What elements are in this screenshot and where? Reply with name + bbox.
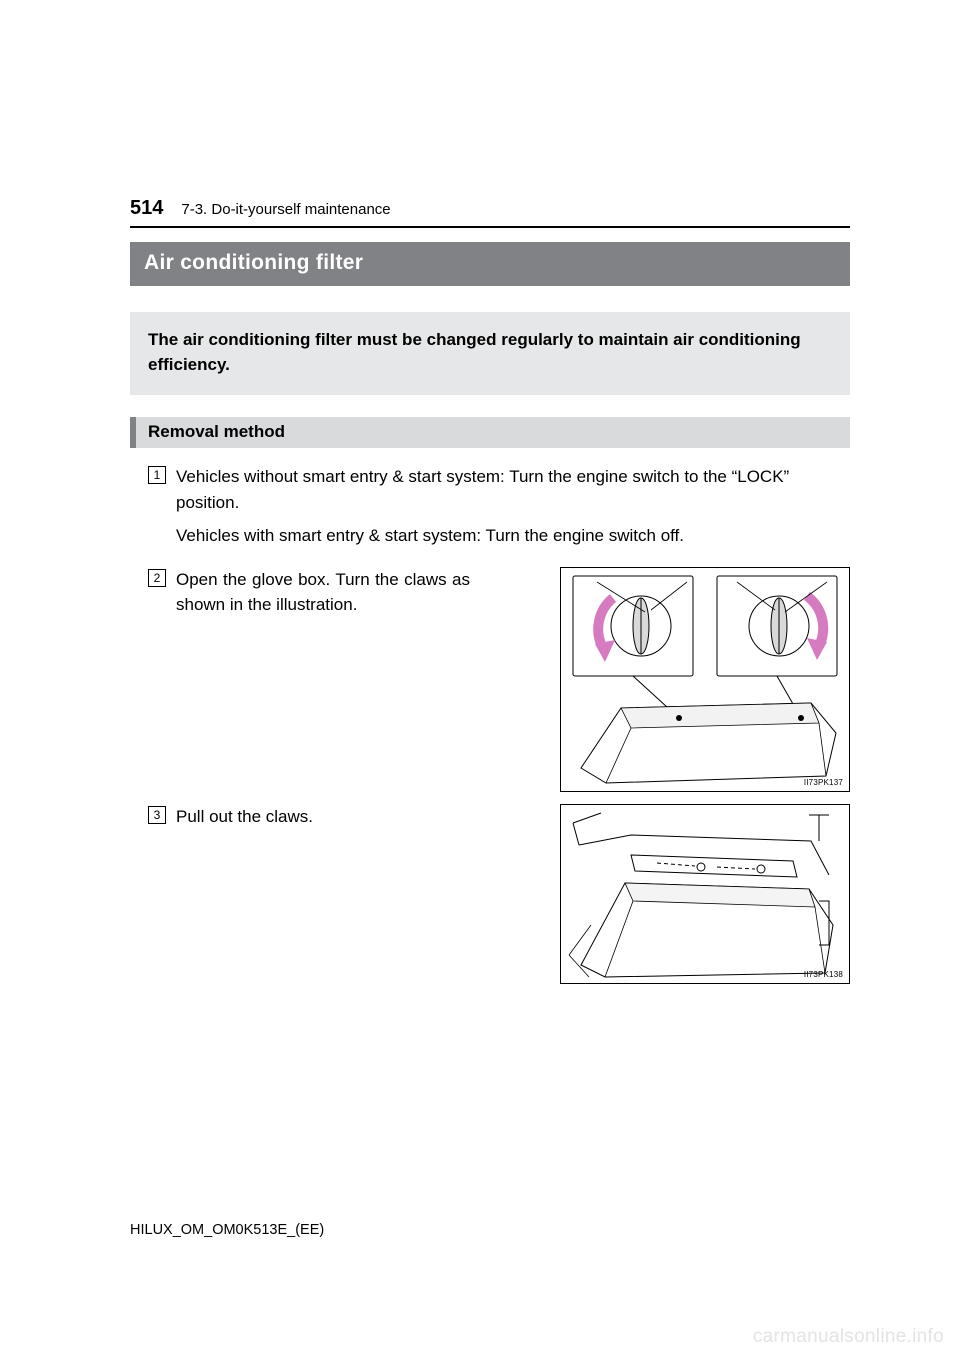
glove-box-claws-illustration [561,568,849,791]
step-body: Vehicles without smart entry & start sys… [176,464,850,557]
page-header: 514 7-3. Do-it-yourself maintenance [130,197,850,220]
figure-box: II73PK137 [560,567,850,792]
breadcrumb: 7-3. Do-it-yourself maintenance [181,201,390,218]
figure: II73PK138 [560,804,850,984]
page-number: 514 [130,197,163,220]
step-number: 3 [148,806,166,824]
watermark: carmanualsonline.info [753,1326,944,1348]
page-title: Air conditioning filter [130,242,850,286]
figure: II73PK137 [560,567,850,792]
step-text-col: 2 Open the glove box. Turn the claws as … [130,567,470,618]
intro-box: The air conditioning filter must be chan… [130,312,850,395]
figure-label: II73PK138 [804,970,843,979]
steps-list: 1 Vehicles without smart entry & start s… [130,464,850,984]
manual-page: 514 7-3. Do-it-yourself maintenance Air … [0,0,960,1358]
step-number: 1 [148,466,166,484]
step-2: 2 Open the glove box. Turn the claws as … [130,567,850,792]
step-body: Pull out the claws. [176,804,470,830]
step-text-col: 3 Pull out the claws. [130,804,470,830]
glove-box-pull-illustration [561,805,849,983]
header-rule [130,226,850,228]
step-text: Vehicles without smart entry & start sys… [176,464,850,515]
figure-label: II73PK137 [804,778,843,787]
figure-box: II73PK138 [560,804,850,984]
subheading: Removal method [130,417,850,448]
step-3: 3 Pull out the claws. [130,804,850,984]
document-code: HILUX_OM_OM0K513E_(EE) [130,1222,324,1238]
step-text: Vehicles with smart entry & start system… [176,523,850,549]
step-body: Open the glove box. Turn the claws as sh… [176,567,470,618]
step-number: 2 [148,569,166,587]
step-1: 1 Vehicles without smart entry & start s… [130,464,850,557]
